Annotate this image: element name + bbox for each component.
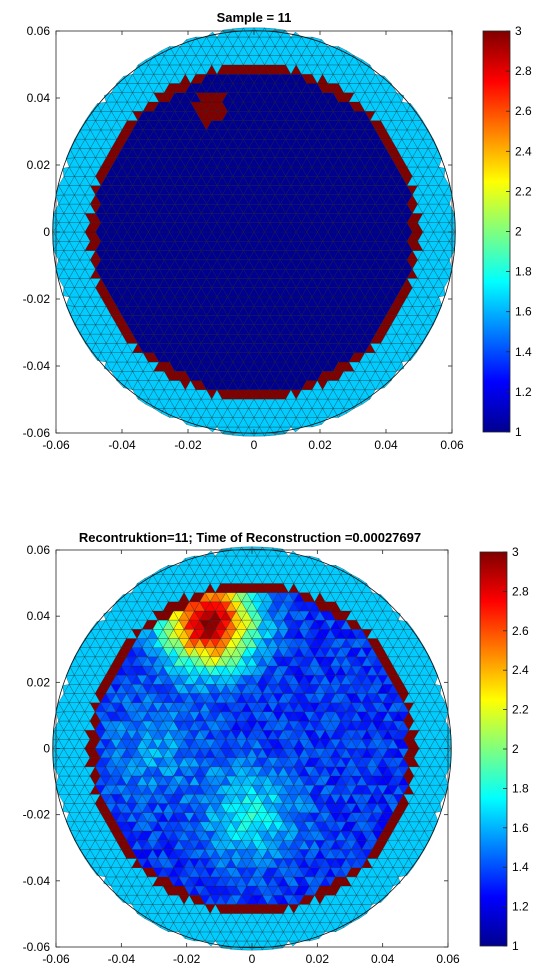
x-tick-label: -0.04 <box>108 438 136 452</box>
colorbar-tick-label: 1.4 <box>515 345 532 359</box>
colorbar-tick-label: 2.8 <box>515 64 532 78</box>
x-tick-label: 0.06 <box>440 438 464 452</box>
x-tick-label: 0.04 <box>374 438 398 452</box>
panel-reconstruction: Recontruktion=11; Time of Reconstruction… <box>23 530 529 966</box>
x-tick-label: 0 <box>251 438 258 452</box>
y-tick-label: -0.06 <box>23 426 51 440</box>
mesh-plot <box>52 546 452 951</box>
mesh-plot <box>52 27 456 437</box>
colorbar-tick-label: 2.2 <box>515 184 532 198</box>
chart-title: Sample = 11 <box>217 10 292 25</box>
y-tick-label: 0.06 <box>27 24 51 38</box>
colorbar-tick-label: 1.2 <box>515 385 532 399</box>
colorbar-tick-label: 1.8 <box>515 265 532 279</box>
mesh-element <box>438 287 446 298</box>
y-tick-label: 0.04 <box>27 91 51 105</box>
mesh-element <box>433 296 443 307</box>
colorbar-tick-label: 1.6 <box>515 305 532 319</box>
x-tick-label: 0.02 <box>308 438 332 452</box>
x-tick-label: -0.02 <box>174 438 202 452</box>
colorbar: 3 2.8 2.6 2.4 2.2 2 1.8 1.6 1.4 1.2 1 <box>482 24 532 439</box>
mesh-element <box>443 259 453 270</box>
x-tick-label: -0.06 <box>42 438 70 452</box>
colorbar-tick-label: 2 <box>515 225 522 239</box>
panel-sample: Sample = 11 -0.06 -0.04 -0.02 0 0.02 0.04 0.06… <box>23 10 532 452</box>
y-tick-label: -0.04 <box>23 359 51 373</box>
y-tick-label: -0.02 <box>23 292 51 306</box>
colorbar-tick-label: 2.6 <box>515 104 532 118</box>
colorbar-tick-label: 1 <box>515 425 522 439</box>
y-tick-label: 0 <box>43 225 50 239</box>
colorbar-tick-label: 3 <box>515 24 522 38</box>
y-tick-label: 0.02 <box>27 158 51 172</box>
colorbar-tick-label: 2.4 <box>515 144 532 158</box>
chart-title: Recontruktion=11; Time of Reconstruction… <box>79 530 421 545</box>
colorbar-scale <box>482 30 511 433</box>
